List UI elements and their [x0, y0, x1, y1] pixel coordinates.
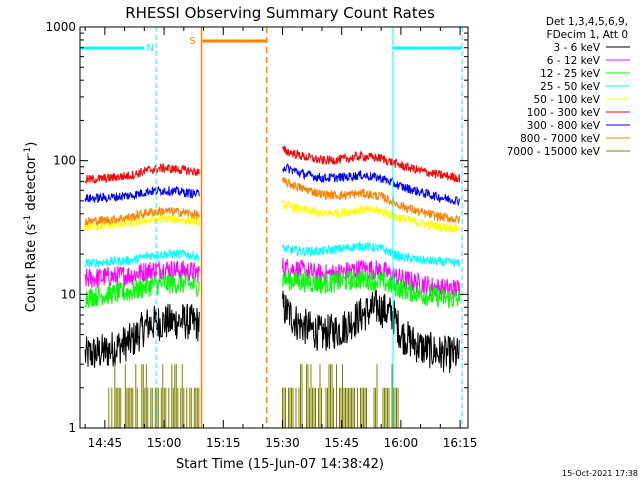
x-tick-label: 15:45 [324, 436, 359, 450]
series-line-1-0 [84, 260, 200, 288]
y-tick-label: 100 [53, 154, 76, 168]
y-axis-label-sup: -1 [23, 147, 33, 156]
legend-header: FDecim 1, Att 0 [547, 29, 628, 41]
series-line-2-1 [282, 268, 461, 309]
chart-title: RHESSI Observing Summary Count Rates [125, 4, 435, 22]
series-line-3-0 [84, 247, 200, 268]
legend-entry: 12 - 25 keV [540, 68, 601, 80]
series-line-0-0 [84, 303, 200, 368]
y-tick-label: 1000 [45, 20, 76, 34]
legend-header: Det 1,3,4,5,6,9, [546, 16, 628, 28]
plot-marks: NS [79, 27, 463, 428]
y-axis: 1 10 100 1000 [45, 20, 468, 435]
series-line-7-1 [282, 177, 461, 224]
series-line-8-0 [108, 364, 200, 428]
series-line-6-0 [84, 185, 200, 204]
x-tick-label: 16:00 [384, 436, 419, 450]
series-line-4-1 [282, 199, 460, 234]
series-line-5-0 [84, 163, 200, 184]
legend-entry: 6 - 12 keV [547, 55, 601, 67]
series-line-0-1 [282, 289, 460, 373]
x-tick-label: 16:15 [443, 436, 478, 450]
x-axis-label: Start Time (15-Jun-07 14:38:42) [176, 457, 384, 472]
legend-entry: 100 - 300 keV [527, 107, 601, 119]
x-tick-label: 15:15 [206, 436, 241, 450]
footer-date: 15-Oct-2021 17:38 [562, 469, 638, 478]
legend-entry: 50 - 100 keV [533, 94, 600, 106]
y-tick-label: 1 [68, 421, 76, 435]
legend-entry: 25 - 50 keV [540, 81, 601, 93]
legend: Det 1,3,4,5,6,9,FDecim 1, Att 03 - 6 keV… [507, 16, 630, 158]
series-line-5-1 [282, 144, 461, 183]
y-tick-label: 10 [61, 287, 76, 301]
legend-entry: 800 - 7000 keV [520, 133, 601, 145]
series-line-6-1 [282, 163, 461, 207]
y-axis-label-sup: -1 [23, 215, 33, 224]
series-line-7-0 [84, 207, 200, 227]
legend-entry: 300 - 800 keV [527, 120, 601, 132]
series-line-2-0 [84, 273, 200, 309]
legend-entry: 7000 - 15000 keV [507, 146, 601, 158]
plot-frame [79, 26, 469, 429]
annotation-night-1 [392, 27, 463, 428]
annotation-saa-2: S [189, 27, 268, 428]
annotation-label: N [146, 43, 153, 54]
legend-entry: 3 - 6 keV [553, 42, 600, 54]
x-tick-label: 15:00 [147, 436, 182, 450]
series-line-8-1 [282, 364, 399, 428]
annotation-label: S [189, 36, 195, 47]
x-axis: 14:45 15:00 15:15 15:30 15:45 16:00 16:15 [84, 27, 478, 450]
y-axis-label: Count Rate (s-1 detector-1) [23, 142, 39, 313]
x-tick-label: 15:30 [265, 436, 300, 450]
series-line-3-1 [282, 241, 461, 268]
x-tick-label: 14:45 [88, 436, 123, 450]
